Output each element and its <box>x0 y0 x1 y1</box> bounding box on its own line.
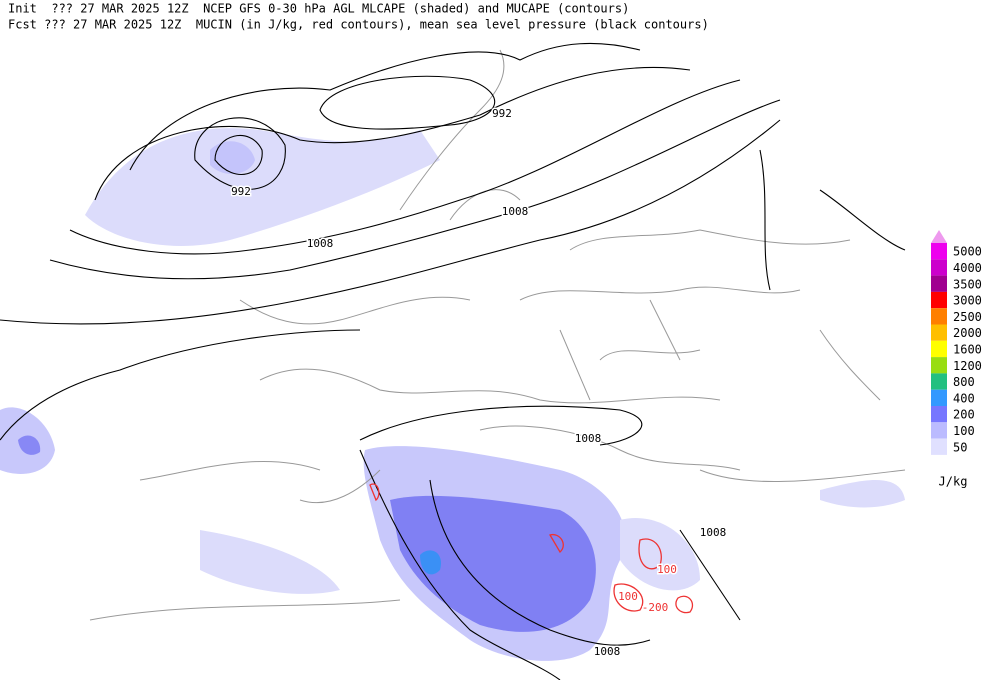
legend-label: 3500 <box>953 277 982 291</box>
legend-label: 800 <box>953 375 975 389</box>
legend-swatch <box>931 243 947 260</box>
cin-label: -200 <box>642 601 669 614</box>
legend-swatch <box>931 259 947 276</box>
legend-label: 50 <box>953 440 967 454</box>
legend: 5000 4000 3500 3000 2500 2000 1600 1200 800 400 20… <box>931 230 982 455</box>
legend-swatch <box>931 406 947 423</box>
legend-swatch <box>931 340 947 358</box>
legend-swatch <box>931 357 947 374</box>
legend-label: 5000 <box>953 245 982 259</box>
legend-swatch <box>931 324 947 341</box>
isobar-label: 1008 <box>700 526 727 539</box>
legend-label: 1600 <box>953 342 982 356</box>
legend-label: 400 <box>953 391 975 405</box>
legend-swatch <box>931 373 947 390</box>
isobars <box>0 42 906 680</box>
legend-label: 3000 <box>953 294 982 308</box>
cin-label: 100 <box>618 590 638 603</box>
legend-label: 200 <box>953 408 975 422</box>
cin-label: 100 <box>657 563 677 576</box>
isobar-label: 1008 <box>594 645 621 658</box>
cin-contours <box>369 483 694 614</box>
cape-shading <box>0 128 905 661</box>
legend-unit: J/kg <box>939 475 968 489</box>
legend-swatch <box>931 422 947 439</box>
legend-swatch <box>931 308 947 325</box>
isobar-label: 1008 <box>307 237 334 250</box>
legend-label: 2000 <box>953 326 982 340</box>
legend-arrow <box>931 230 947 243</box>
legend-label: 2500 <box>953 310 982 324</box>
isobar-label: 1008 <box>502 205 529 218</box>
legend-swatch <box>931 438 947 455</box>
header-line: Init ??? 27 MAR 2025 12Z NCEP GFS 0-30 h… <box>8 2 629 16</box>
map: 992 992 1008 1008 1008 1008 1008 100 100… <box>0 42 906 680</box>
legend-label: 1200 <box>953 359 982 373</box>
legend-label: 100 <box>953 424 975 438</box>
header-line: Fcst ??? 27 MAR 2025 12Z MUCIN (in J/kg,… <box>8 18 709 32</box>
isobar-label: 1008 <box>575 432 602 445</box>
legend-swatch <box>931 275 947 292</box>
isobar-label: 992 <box>231 185 251 198</box>
legend-swatch <box>931 389 947 406</box>
legend-swatch <box>931 291 947 309</box>
isobar-label: 992 <box>492 107 512 120</box>
legend-label: 4000 <box>953 261 982 275</box>
